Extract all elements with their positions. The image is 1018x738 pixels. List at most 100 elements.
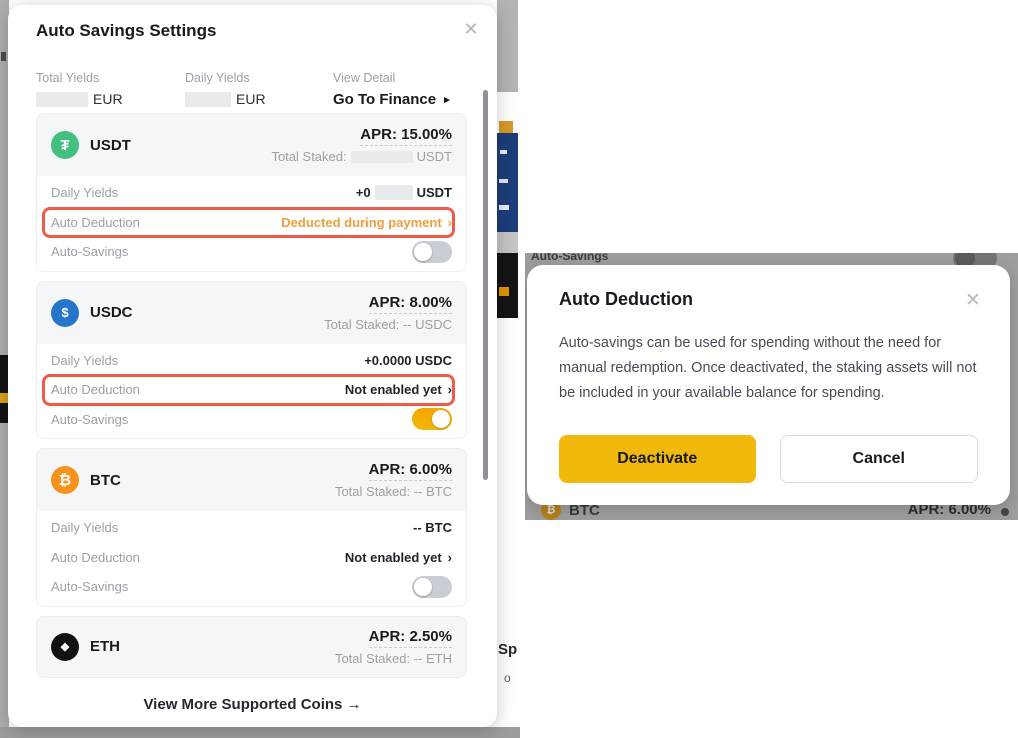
row-value: -- BTC [413, 520, 452, 535]
daily-yields-value: EUR [185, 91, 333, 107]
close-icon[interactable]: ✕ [459, 17, 483, 41]
total-staked: Total Staked: -- ETH [335, 651, 452, 666]
row-value: +0 USDT [355, 185, 452, 201]
censored-value [350, 150, 413, 163]
background-fragment [0, 355, 9, 423]
coin-card-usdt: ₮ USDT APR: 15.00% Total Staked: USDT Daily Y… [36, 113, 467, 272]
coin-symbol: BTC [90, 471, 121, 489]
total-staked: Total Staked: USDT [271, 149, 452, 164]
chevron-right-icon: › [447, 549, 452, 565]
coin-identity: $ USDC [51, 298, 133, 327]
row-label: Auto Deduction [51, 382, 140, 398]
close-icon[interactable]: ✕ [960, 287, 986, 313]
caret-right-icon: ▸ [444, 94, 450, 106]
background-fragment [497, 232, 518, 253]
apr-value: APR: 8.00% [368, 294, 452, 314]
currency-suffix: EUR [93, 91, 123, 107]
row-daily-yields: Daily Yields +0.0000 USDC [51, 346, 452, 376]
row-label: Daily Yields [51, 520, 119, 536]
row-auto-deduction: Auto Deduction Not enabled yet › [51, 543, 452, 573]
row-auto-deduction: Auto Deduction Deducted during payment › [42, 206, 455, 238]
deactivate-button[interactable]: Deactivate [559, 435, 756, 483]
background-text-fragment: o [504, 671, 511, 685]
background-fragment [0, 727, 520, 738]
dialog-actions: Deactivate Cancel [559, 435, 978, 483]
coin-identity: ◆ ETH [51, 632, 120, 661]
row-label: Daily Yields [51, 185, 119, 201]
yields-summary: Total Yields EUR Daily Yields EUR View D… [36, 71, 469, 108]
background-fragment [1001, 508, 1009, 516]
coin-symbol: USDC [90, 304, 133, 321]
row-daily-yields: Daily Yields -- BTC [51, 513, 452, 543]
coin-card-header: ₿ BTC APR: 6.00% Total Staked: -- BTC [37, 449, 466, 511]
chevron-right-icon: › [447, 382, 452, 398]
total-yields-label: Total Yields [36, 71, 100, 85]
coin-symbol: ETH [90, 638, 120, 655]
row-value[interactable]: Deducted during payment › [281, 215, 452, 230]
go-to-finance-link[interactable]: Go To Finance ▸ [333, 91, 450, 108]
auto-savings-screenshot: Sp o Auto Savings Settings ✕ Total Yield… [0, 0, 520, 738]
toggle-knob [414, 577, 432, 596]
value-text: Total Staked: [271, 149, 347, 164]
dialog-body-text: Auto-savings can be used for spending wi… [559, 335, 977, 402]
eth-coin-icon: ◆ [51, 632, 79, 661]
value-text: +0.0000 USDC [364, 352, 452, 368]
go-to-finance-label: Go To Finance [333, 91, 437, 108]
coin-identity: ₮ USDT [51, 131, 131, 159]
scrollbar-thumb[interactable] [483, 90, 488, 480]
value-text: Deducted during payment [281, 214, 442, 230]
coin-list: ₮ USDT APR: 15.00% Total Staked: USDT Daily Y… [28, 113, 488, 684]
apr-value: APR: 6.00% [907, 501, 991, 518]
btc-icon: ₿ [541, 500, 561, 520]
auto-savings-toggle[interactable] [412, 240, 452, 263]
value-text: Total Staked: -- USDC [324, 316, 452, 332]
row-label: Auto Deduction [51, 214, 140, 230]
usdt-coin-icon: ₮ [51, 131, 79, 159]
row-auto-savings: Auto-Savings [51, 405, 452, 435]
background-fragment [499, 121, 513, 133]
value-text: Not enabled yet [344, 549, 442, 565]
toggle-knob [414, 242, 432, 261]
row-value[interactable]: Not enabled yet › [345, 382, 452, 397]
cancel-button[interactable]: Cancel [779, 435, 978, 483]
view-detail-stat: View Detail Go To Finance ▸ [333, 71, 450, 108]
background-fragment [0, 393, 8, 403]
censored-value [36, 91, 88, 107]
value-text: Total Staked: -- BTC [334, 484, 452, 499]
apr-value: APR: 6.00% [368, 461, 452, 481]
row-auto-savings: Auto-Savings [51, 572, 452, 602]
value-text: Total Staked: -- ETH [334, 650, 452, 666]
total-yields-stat: Total Yields EUR [36, 71, 185, 108]
daily-yields-stat: Daily Yields EUR [185, 71, 333, 108]
coin-apr-block: APR: 15.00% Total Staked: USDT [271, 126, 452, 164]
coin-rows: Daily Yields +0.0000 USDC Auto Deduction No… [37, 344, 466, 439]
toggle-knob [432, 410, 450, 429]
dimmed-coin-row: ₿ BTC APR: 6.00% [525, 500, 1018, 520]
row-label: Auto-Savings [51, 579, 129, 595]
background-fragment [1, 52, 6, 61]
background-fragment [497, 0, 518, 92]
value-text: +0 [355, 185, 371, 201]
coin-identity: ₿ BTC [51, 466, 121, 494]
row-value: +0.0000 USDC [364, 353, 452, 368]
coin-card-eth: ◆ ETH APR: 2.50% Total Staked: -- ETH [36, 615, 467, 678]
row-label: Daily Yields [51, 352, 119, 368]
value-text: -- BTC [413, 520, 452, 536]
chevron-right-icon: › [447, 214, 452, 230]
modal-title: Auto Savings Settings [36, 21, 217, 40]
row-auto-deduction: Auto Deduction Not enabled yet › [42, 374, 455, 406]
coin-symbol: BTC [569, 501, 600, 519]
view-more-coins-link[interactable]: View More Supported Coins → [143, 696, 362, 713]
dimmed-auto-savings-label: Auto-Savings [531, 253, 609, 263]
auto-savings-toggle[interactable] [412, 575, 452, 598]
daily-yields-label: Daily Yields [185, 71, 250, 85]
background-text-fragment: Sp [498, 641, 518, 658]
currency-suffix: EUR [236, 91, 266, 107]
value-text: USDT [416, 185, 452, 201]
background-fragment [497, 133, 518, 232]
auto-savings-toggle[interactable] [412, 408, 452, 431]
row-label: Auto-Savings [51, 411, 129, 427]
apr-value: APR: 15.00% [360, 126, 452, 146]
row-value[interactable]: Not enabled yet › [345, 550, 452, 565]
coin-symbol: USDT [90, 136, 131, 154]
